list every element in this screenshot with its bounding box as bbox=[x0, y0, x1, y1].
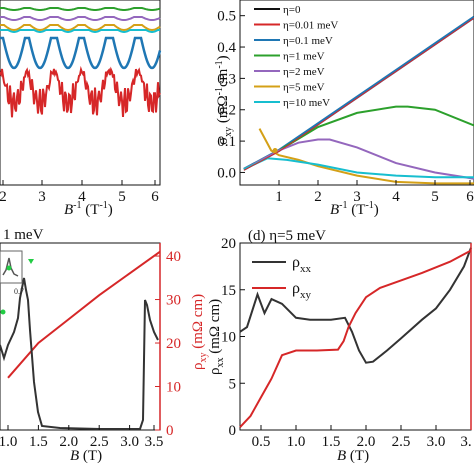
panel-a-xtick: 4 bbox=[78, 189, 86, 205]
panel-d-legend: ρxx ρxy bbox=[252, 254, 311, 301]
panel-d-ytick: 15 bbox=[221, 283, 236, 299]
panel-d-xtick: 2.5 bbox=[392, 434, 411, 450]
panel-d-xtick: 3. bbox=[460, 434, 471, 450]
panel-b-series-line bbox=[243, 138, 474, 180]
panel-c-inset-tick: 0.7 bbox=[14, 287, 24, 296]
legend-label: η=1 meV bbox=[283, 51, 325, 63]
panel-c-rhoxy-line bbox=[7, 250, 161, 379]
panel-b-series-line bbox=[258, 128, 474, 185]
panel-a-xtick: 5 bbox=[118, 189, 126, 205]
panel-d-axis: 0 5 10 15 20 0.5 1.0 1.5 2.0 2.5 3.0 3. B (T) bbox=[221, 236, 472, 464]
panel-a-trace-yellow bbox=[0, 24, 161, 32]
panel-b-xtick: 4 bbox=[392, 189, 400, 205]
panel-b-ytick: 0.4 bbox=[217, 40, 236, 56]
legend-label: η=0.01 meV bbox=[283, 20, 338, 32]
panel-d-series-line bbox=[239, 247, 472, 364]
panel-a-traces bbox=[0, 7, 162, 118]
panel-a-xtick: 6 bbox=[151, 189, 159, 205]
panel-d-ytick: 5 bbox=[229, 376, 237, 392]
panel-a-frame bbox=[0, 0, 161, 186]
panel-d-xtick: 3.0 bbox=[427, 434, 446, 450]
panel-b-marker bbox=[272, 148, 278, 154]
panel-b-axis: 0.0 0.1 0.2 0.3 0.4 0.5 1 2 3 4 5 6 B-1 (T-1) bbox=[217, 9, 474, 218]
panel-c-marker bbox=[6, 265, 12, 271]
panel-d-ytick: 10 bbox=[221, 330, 236, 346]
panel-b-legend: η=0 η=0.01 meV η=0.1 meV η=1 meV η=2 meV η=5 … bbox=[254, 4, 338, 109]
panel-b-ytick: 0.1 bbox=[217, 134, 236, 150]
panel-c-right-ytick: 30 bbox=[166, 293, 181, 309]
panel-b-series-line bbox=[243, 157, 474, 179]
panel-d-xlabel: B (T) bbox=[337, 448, 369, 464]
panel-d-series bbox=[239, 247, 472, 428]
panel-d-xtick: 1.5 bbox=[322, 434, 341, 450]
panel-a-xtick: 2 bbox=[0, 189, 7, 205]
legend-label: ρxy bbox=[292, 280, 311, 301]
panel-b-ytick: 0.5 bbox=[217, 9, 236, 25]
panel-c-right-ytick: 40 bbox=[166, 249, 181, 265]
panel-d-ytick: 0 bbox=[229, 423, 237, 439]
panel-a-trace-blue bbox=[0, 36, 162, 70]
panel-c-right-ytick: 0 bbox=[166, 423, 174, 439]
panel-c-xlabel: B (T) bbox=[70, 448, 102, 464]
panel-c-rhoxx-line bbox=[0, 277, 159, 430]
legend-label: ρxx bbox=[292, 254, 311, 275]
panel-b-xtick: 2 bbox=[314, 189, 322, 205]
panel-c-title: 1 meV bbox=[3, 227, 44, 243]
panel-b-xtick: 3 bbox=[353, 189, 361, 205]
panel-a-axis: 2 3 4 5 6 B-1 (T-1) bbox=[0, 180, 159, 218]
panel-d-xtick: 0.5 bbox=[252, 434, 271, 450]
legend-label: η=5 meV bbox=[283, 82, 325, 94]
panel-c-frame bbox=[0, 242, 161, 431]
panel-d-ylabel: ρxx (mΩ cm) bbox=[207, 299, 226, 375]
legend-label: η=10 meV bbox=[283, 97, 330, 109]
panel-b-series bbox=[243, 15, 474, 185]
panel-b-xtick: 5 bbox=[431, 189, 439, 205]
legend-label: η=0.1 meV bbox=[283, 35, 333, 47]
panel-d-frame bbox=[239, 242, 472, 431]
panel-b-ytick: 0.3 bbox=[217, 71, 236, 87]
panel-a-trace-red bbox=[0, 65, 161, 118]
panel-b-series-line bbox=[243, 17, 474, 171]
panel-c-right-ytick: 10 bbox=[166, 380, 181, 396]
panel-a-xtick: 3 bbox=[38, 189, 46, 205]
panel-c-xtick: 1.0 bbox=[0, 434, 17, 450]
panel-c-series: 0.7 bbox=[0, 250, 161, 430]
panel-a-trace-green bbox=[0, 7, 161, 11]
panel-c-xtick: 3.0 bbox=[120, 434, 139, 450]
panel-d-ytick: 20 bbox=[221, 236, 236, 252]
panel-a-trace-cyan bbox=[0, 29, 160, 34]
panel-b-xtick: 6 bbox=[466, 189, 474, 205]
panel-c-marker bbox=[28, 259, 34, 264]
panel-d-title: (d) η=5 meV bbox=[248, 228, 326, 244]
panel-b-ytick: 0.2 bbox=[217, 103, 236, 119]
panel-c-marker bbox=[0, 309, 6, 315]
legend-label: η=0 bbox=[283, 4, 301, 16]
panel-d-xtick: 1.0 bbox=[287, 434, 306, 450]
panel-d-xtick: 2.0 bbox=[357, 434, 376, 450]
panel-c-inset-trace bbox=[2, 257, 19, 277]
panel-a-trace-purple bbox=[0, 16, 161, 21]
panel-c-right-ytick: 20 bbox=[166, 336, 181, 352]
panel-d-series-line bbox=[239, 249, 472, 428]
panel-c-right-ylabel: ρxy (mΩ cm) bbox=[190, 294, 209, 370]
legend-label: η=2 meV bbox=[283, 66, 325, 78]
panel-c-axis: 1.0 1.5 2.0 2.5 3.0 3.5 B (T) 0 10 20 30 40 bbox=[0, 243, 181, 464]
panel-c-xtick: 2.0 bbox=[59, 434, 78, 450]
panel-c-xtick: 1.5 bbox=[29, 434, 48, 450]
panel-b-xlabel: B-1 (T-1) bbox=[330, 200, 379, 218]
panel-c-xtick: 3.5 bbox=[145, 434, 164, 450]
panel-a-xlabel: B-1 (T-1) bbox=[64, 200, 113, 218]
panel-b-ytick: 0.0 bbox=[217, 165, 236, 181]
panel-b-frame bbox=[239, 0, 474, 186]
panel-c-xtick: 2.5 bbox=[90, 434, 109, 450]
panel-b-ylabel: σxy (mΩ-1cm-1) bbox=[214, 55, 234, 145]
panel-b-xtick: 1 bbox=[275, 189, 283, 205]
